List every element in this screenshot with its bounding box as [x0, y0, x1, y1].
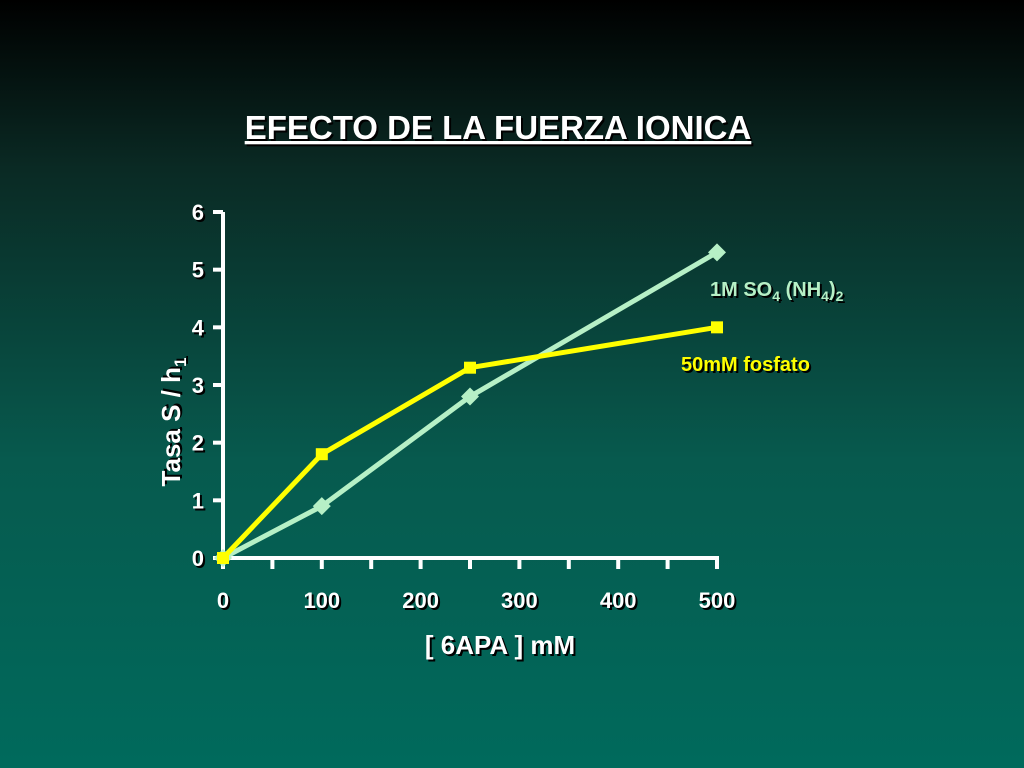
y-tick-label-shadow: 1 [194, 490, 206, 515]
legend-s1-main-shadow: 1M SO [712, 281, 774, 303]
x-tick-label-shadow: 200 [404, 590, 441, 615]
x-tick-label-shadow: 0 [219, 590, 231, 615]
legend-label-series-2: 50mM fosfato [681, 354, 810, 376]
legend-s1-sub1-shadow: 4 [774, 290, 782, 306]
y-tick-label: 3 [192, 373, 204, 398]
series-line-2 [221, 324, 718, 560]
series-2-point [315, 448, 328, 461]
x-tick-label: 300 [501, 588, 538, 613]
y-tick-label: 4 [192, 315, 205, 340]
series-1-point [461, 387, 479, 406]
chart-title-shadow: EFECTO DE LA FUERZA IONICA [247, 111, 754, 148]
legend-s1-end: ) [829, 279, 836, 301]
legend-s1-sub2: 4 [821, 288, 829, 304]
y-tick-label-shadow: 6 [194, 202, 206, 227]
x-axis-label: [ 6APA ] mM [425, 630, 575, 660]
legend-label-series-1-shadow: 1M SO4 (NH4)2 [712, 281, 846, 306]
x-tick-label-shadow: 300 [503, 590, 540, 615]
legend-s1-sub3: 2 [836, 288, 844, 304]
legend-series-2: 50mM fosfato 50mM fosfato [681, 354, 812, 378]
series-group [214, 243, 726, 567]
legend-label-series-1: 1M SO4 (NH4)2 [710, 279, 844, 304]
y-tick-label-shadow: 4 [194, 317, 207, 342]
x-tick-label-shadow: 400 [602, 590, 639, 615]
x-axis-label-group: [ 6APA ] mM [ 6APA ] mM [425, 630, 577, 662]
legend-s1-sub2-shadow: 4 [823, 290, 831, 306]
legend-s1-sub3-shadow: 2 [838, 290, 846, 306]
y-tick-label-shadow: 0 [194, 548, 206, 573]
y-tick-label-shadow: 3 [194, 375, 206, 400]
y-tick-label: 6 [192, 200, 204, 225]
x-tick-label: 0 [217, 588, 229, 613]
legend-s1-main: 1M SO [710, 279, 772, 301]
y-axis-label: Tasa S / h1 [156, 358, 190, 487]
legend-s1-end-shadow: ) [831, 281, 838, 303]
y-axis-label-group: Tasa S / h1 Tasa S / h1 [156, 356, 192, 487]
y-tick-label: 1 [192, 488, 204, 513]
series-2-point [217, 552, 229, 564]
y-tick-label: 2 [192, 431, 204, 456]
x-tick-label: 500 [699, 588, 736, 613]
chart-title-group: EFECTO DE LA FUERZA IONICA EFECTO DE LA … [245, 109, 754, 148]
series-1-point [312, 497, 331, 516]
series-2-point [711, 321, 723, 334]
legend-s1-mid: (NH [780, 279, 821, 301]
series-1-point [708, 243, 726, 262]
y-axis-label-main: Tasa S / h [156, 367, 186, 486]
y-axis-label-main-shadow: Tasa S / h [158, 365, 188, 484]
series-line-1 [221, 250, 719, 561]
y-axis-label-sub: 1 [171, 358, 190, 367]
series-2-point [464, 361, 476, 374]
y-tick-label-shadow: 5 [194, 260, 206, 285]
y-tick-label: 0 [192, 546, 204, 571]
x-tick-label: 100 [303, 588, 340, 613]
x-tick-label: 200 [402, 588, 439, 613]
chart-title: EFECTO DE LA FUERZA IONICA [245, 109, 752, 146]
legend-label-series-2-shadow: 50mM fosfato [683, 356, 812, 378]
legend-series-1: 1M SO4 (NH4)2 1M SO4 (NH4)2 [710, 279, 846, 306]
legend-s1-mid-shadow: (NH [782, 281, 823, 303]
x-axis-label-shadow: [ 6APA ] mM [427, 632, 577, 662]
x-tick-label-shadow: 500 [701, 590, 738, 615]
y-axis-label-sub-shadow: 1 [173, 356, 192, 365]
y-axis-label-shadow: Tasa S / h1 [158, 356, 192, 485]
x-tick-label-shadow: 100 [305, 590, 342, 615]
y-tick-label-shadow: 2 [194, 433, 206, 458]
legend-s1-sub1: 4 [772, 288, 780, 304]
axes [221, 212, 719, 560]
x-tick-label: 400 [600, 588, 637, 613]
y-tick-label: 5 [192, 258, 204, 283]
